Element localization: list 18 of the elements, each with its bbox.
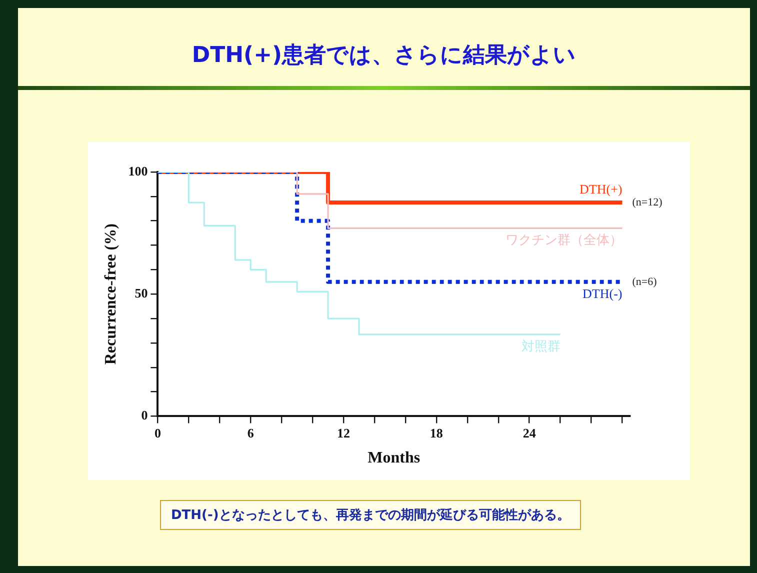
y-tick-label: 100: [128, 163, 148, 178]
x-tick-label: 18: [430, 425, 444, 440]
series-label: 対照群: [521, 338, 560, 354]
series-label: ワクチン群（全体）: [505, 232, 622, 248]
y-axis-title: Recurrence-free (%): [102, 224, 120, 365]
series-label: DTH(+): [580, 181, 622, 196]
text: DTH(-)となったとしても、再発までの期間が延びる可能性がある。: [160, 500, 581, 530]
y-tick-label: 50: [134, 285, 148, 300]
x-tick-label: 6: [247, 425, 254, 440]
chart-title: DTH(+)患者では、さらに結果がよい: [190, 42, 578, 70]
x-axis-title: Months: [368, 450, 420, 467]
annotation: (n=12): [632, 196, 663, 208]
x-tick-label: 0: [154, 425, 161, 440]
x-tick-label: 24: [522, 425, 536, 440]
annotation: (n=6): [632, 276, 658, 288]
series-label: DTH(-): [582, 286, 622, 301]
x-tick-label: 12: [337, 425, 350, 440]
y-tick-label: 0: [141, 408, 148, 423]
